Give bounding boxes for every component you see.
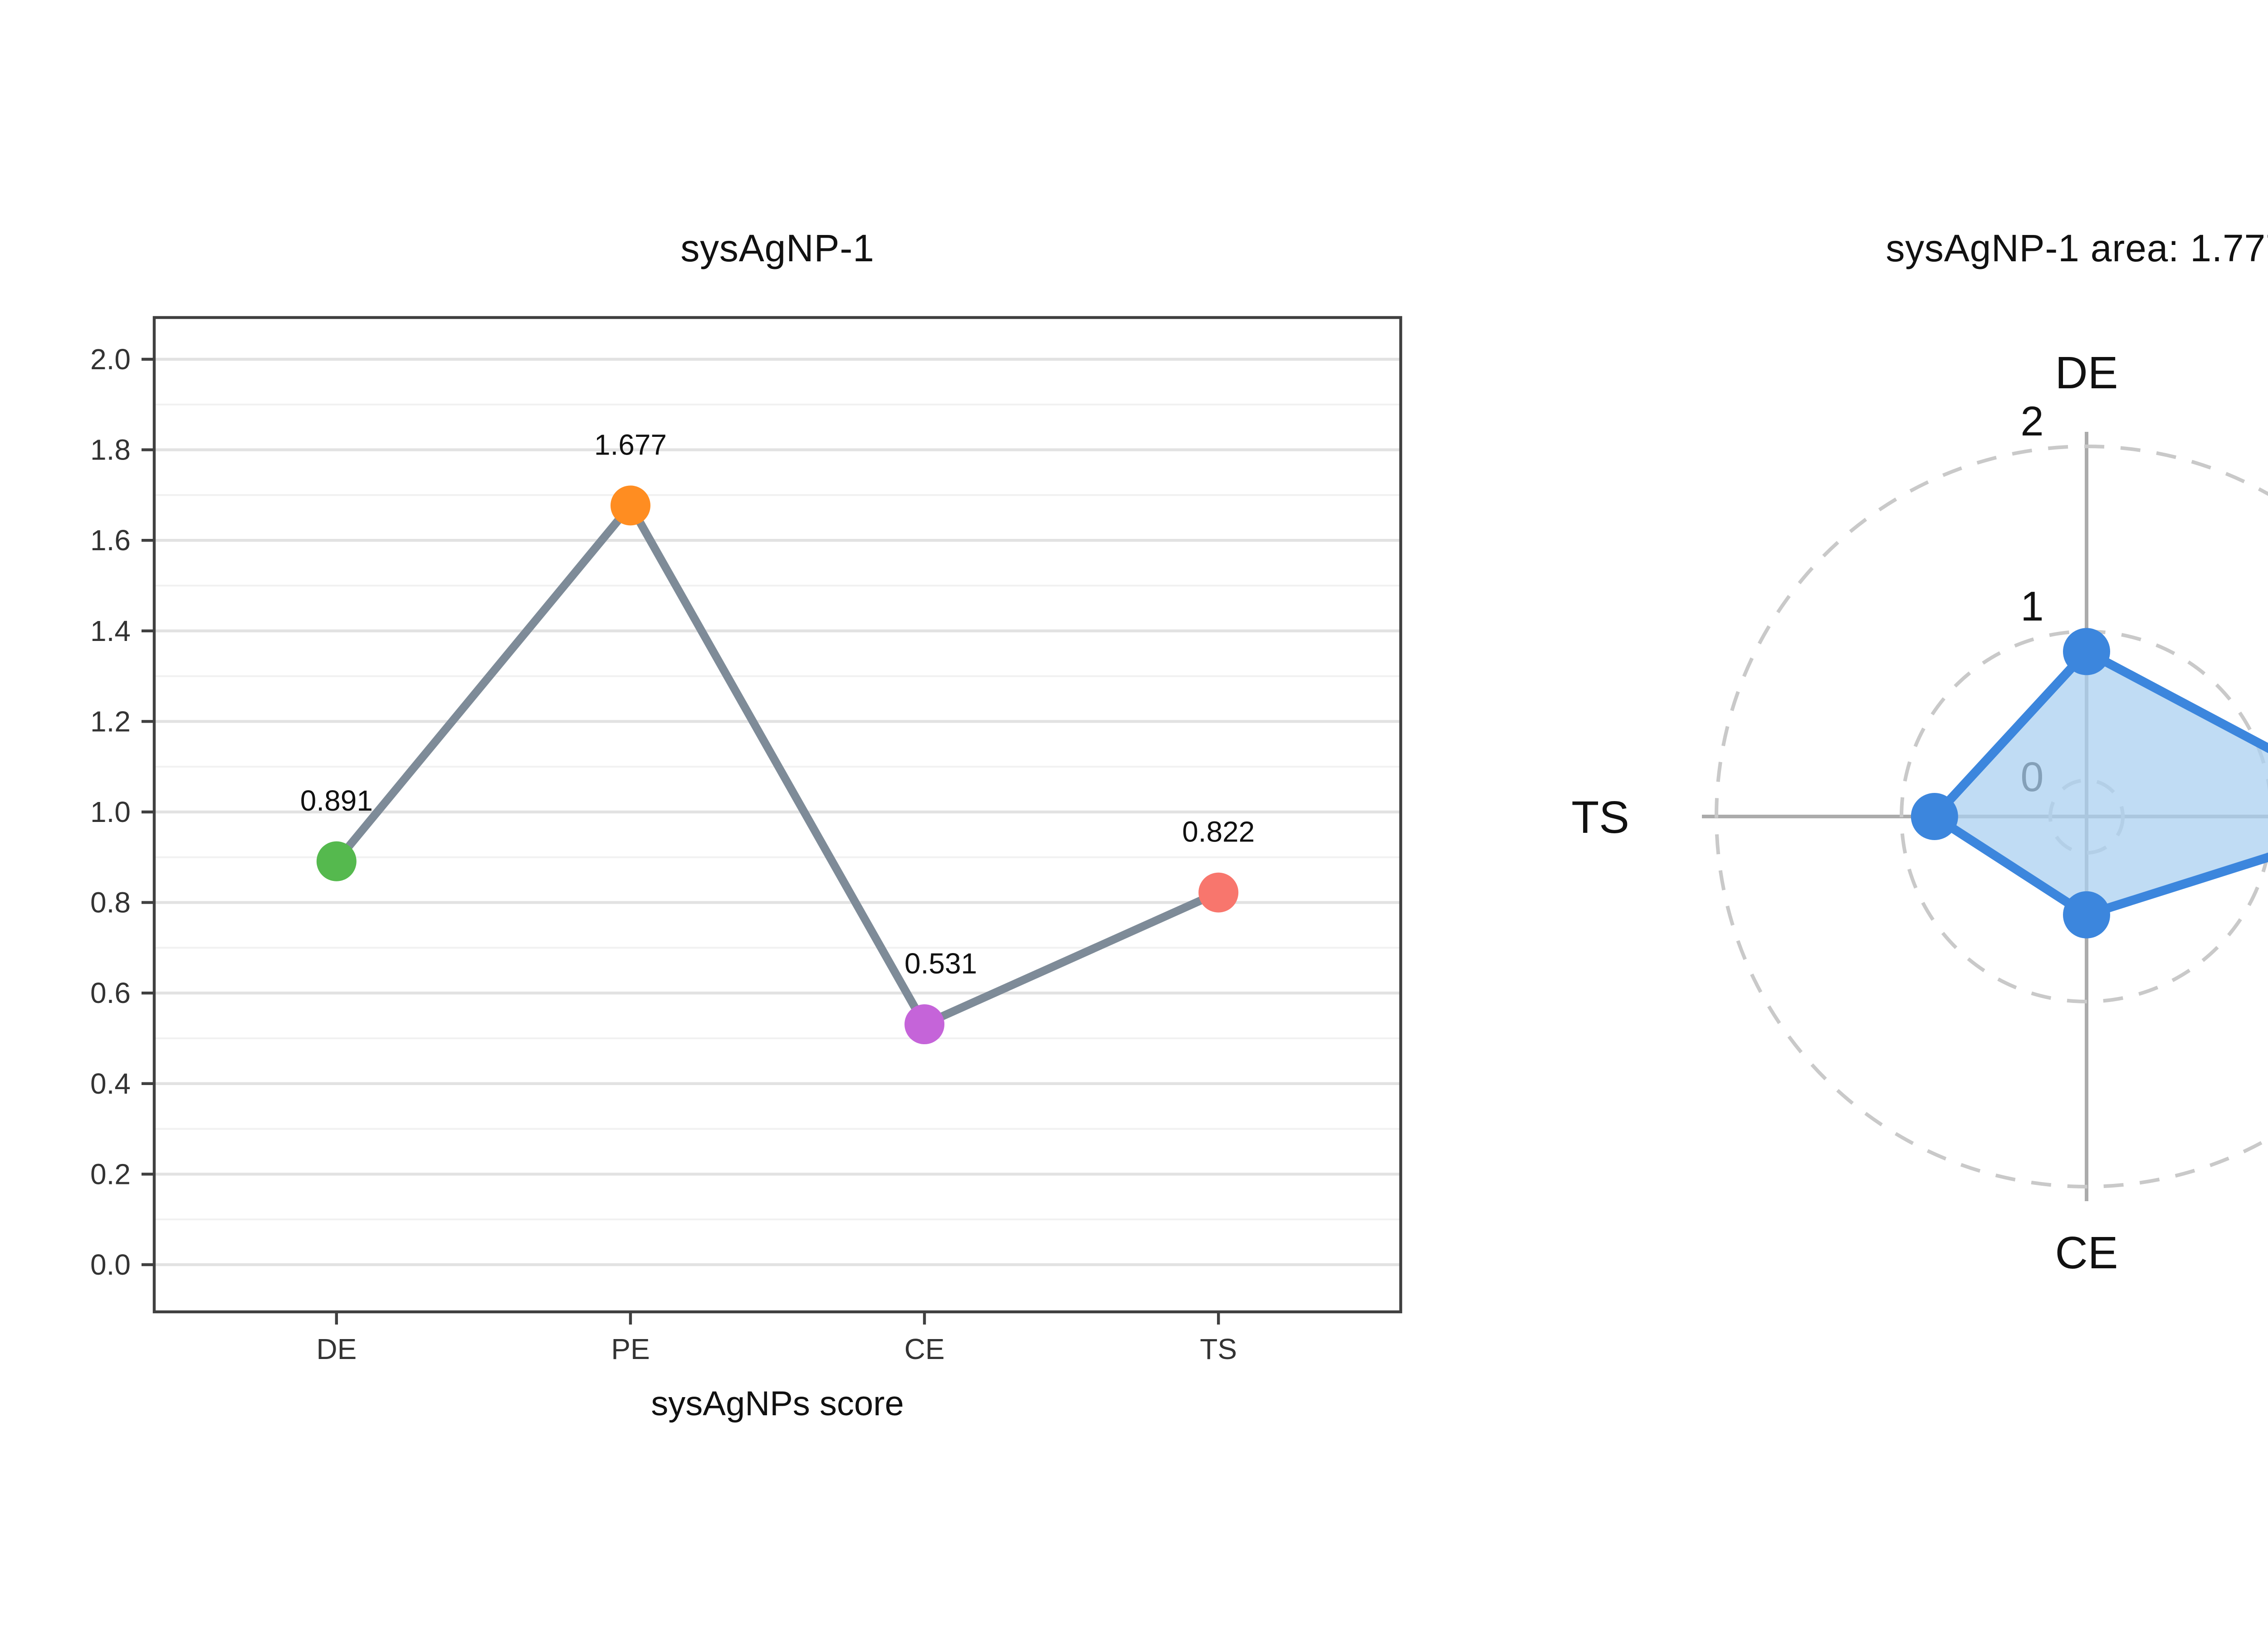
x-tick-label: CE: [904, 1333, 945, 1365]
y-tick-label: 0.2: [90, 1158, 131, 1190]
radar-category-label: CE: [2055, 1227, 2118, 1278]
x-tick-label: TS: [1200, 1333, 1237, 1365]
data-point: [1198, 872, 1239, 913]
y-tick-label: 0.4: [90, 1067, 131, 1100]
line-chart-svg: 0.0 0.2 0.4 0.6 0.8 1.0 1.2 1.4 1.6 1.8 2.0 DE PE CE T…: [90, 316, 1403, 1423]
panel-background: [154, 318, 1401, 1312]
radar-category-label: TS: [1571, 792, 1629, 843]
point-value-label: 0.822: [1182, 816, 1255, 848]
series-line: [332, 501, 1223, 1029]
y-tick-label: 1.4: [90, 615, 131, 647]
data-point: [904, 1004, 945, 1045]
x-tick-label: DE: [316, 1333, 357, 1365]
data-point: [316, 841, 357, 881]
y-tick-label: 2.0: [90, 343, 131, 376]
radar-data-point: [2063, 628, 2110, 675]
radar-grid-circle: [1715, 445, 2268, 1188]
line-chart-figure: 0.0 0.2 0.4 0.6 0.8 1.0 1.2 1.4 1.6 1.8 2.0 DE PE CE T…: [90, 229, 1403, 1423]
y-tick-label: 1.6: [90, 524, 131, 557]
x-axis-title: sysAgNPs score: [651, 1384, 904, 1423]
radar-chart-svg: 012DEPECETS: [1571, 347, 2268, 1278]
data-point: [610, 485, 650, 526]
panel-border: [152, 316, 1403, 1314]
y-tick-label: 0.6: [90, 977, 131, 1009]
radar-chart-title: sysAgNP-1 area: 1.777: [1886, 229, 2268, 270]
point-value-label: 0.891: [300, 784, 373, 817]
radar-category-label: DE: [2055, 347, 2118, 398]
line-chart-title: sysAgNP-1: [680, 229, 875, 270]
y-tick-label: 1.8: [90, 434, 131, 466]
y-tick-label: 1.2: [90, 705, 131, 738]
y-tick-label: 1.0: [90, 796, 131, 828]
radar-data-point: [2063, 891, 2110, 939]
radar-data-point: [1911, 793, 1958, 840]
radar-chart-figure: 012DEPECETS sysAgNP-1 area: 1.777: [1506, 0, 2268, 1633]
y-tick-label: 0.8: [90, 886, 131, 919]
radar-polygon: [1930, 647, 2268, 919]
y-tick-label: 0.0: [90, 1248, 131, 1281]
x-tick-label: PE: [611, 1333, 650, 1365]
point-value-label: 1.677: [594, 428, 667, 461]
point-value-label: 0.531: [904, 947, 977, 980]
radar-tick-label: 1: [2020, 583, 2043, 630]
radar-tick-label: 2: [2020, 398, 2043, 445]
